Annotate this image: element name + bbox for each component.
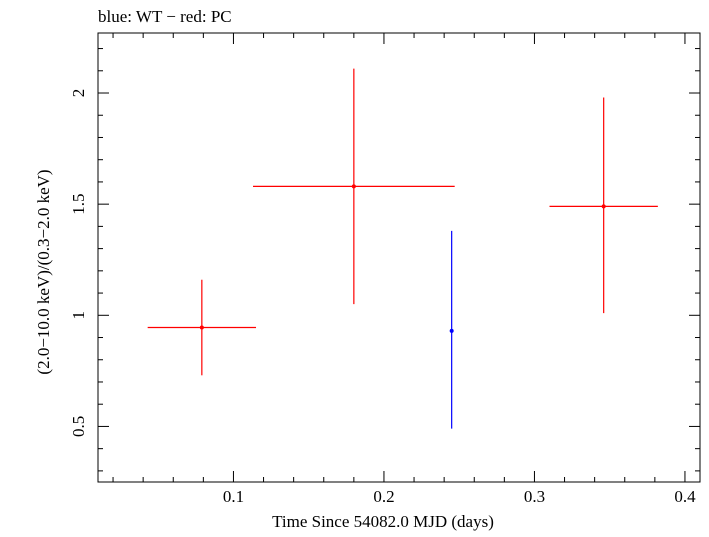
plot-frame (97, 32, 701, 483)
chart-title: blue: WT − red: PC (98, 7, 232, 26)
y-axis-label: (2.0−10.0 keV)/(0.3−2.0 keV) (34, 169, 53, 374)
x-axis-label: Time Since 54082.0 MJD (days) (272, 512, 494, 531)
y-tick-label: 2 (69, 89, 88, 98)
data-point (351, 184, 356, 189)
data-point (199, 325, 204, 330)
y-tick-label: 0.5 (69, 416, 88, 437)
y-tick-label: 1.5 (69, 194, 88, 215)
x-tick-label: 0.1 (223, 487, 244, 506)
x-tick-label: 0.4 (674, 487, 696, 506)
data-point (449, 328, 454, 333)
axis-tick-labels: 0.1 0.2 0.3 0.4 0.5 1 1.5 2 (69, 89, 696, 506)
axis-ticks (98, 33, 700, 482)
data-points (147, 68, 658, 429)
x-tick-label: 0.3 (524, 487, 545, 506)
series-pc (147, 68, 658, 376)
data-point (601, 204, 606, 209)
series-wt (449, 230, 454, 429)
x-tick-label: 0.2 (373, 487, 394, 506)
y-tick-label: 1 (69, 311, 88, 320)
